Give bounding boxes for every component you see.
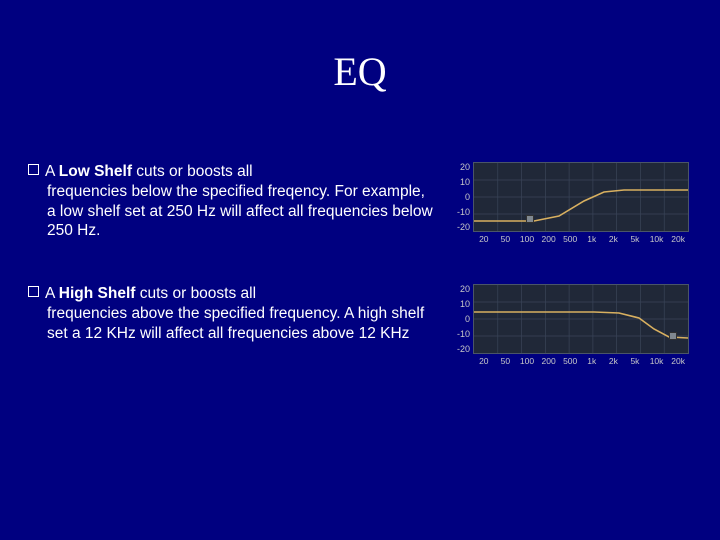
- x-axis: 20 50 100 200 500 1k 2k 5k 10k 20k: [473, 234, 689, 244]
- bullet-box-icon: [28, 286, 39, 297]
- x-tick: 50: [495, 356, 517, 366]
- x-tick: 100: [516, 356, 538, 366]
- y-tick: -20: [452, 344, 470, 354]
- page-title: EQ: [0, 48, 720, 95]
- bullet-rest-first: cuts or boosts all: [132, 163, 253, 180]
- bullet-lead: A: [45, 285, 59, 302]
- x-tick: 20k: [667, 356, 689, 366]
- x-tick: 5k: [624, 356, 646, 366]
- x-tick: 500: [559, 356, 581, 366]
- y-axis: 20 10 0 -10 -20: [452, 162, 473, 232]
- bullet-rest-first: cuts or boosts all: [135, 285, 256, 302]
- bullet-row: A Low Shelf cuts or boosts all frequenci…: [28, 162, 692, 244]
- x-tick: 1k: [581, 234, 603, 244]
- x-tick: 20: [473, 234, 495, 244]
- body-area: A Low Shelf cuts or boosts all frequenci…: [28, 162, 692, 406]
- bullet-bold: High Shelf: [59, 285, 136, 302]
- bullet-box-icon: [28, 164, 39, 175]
- y-tick: -10: [452, 329, 470, 339]
- eq-handle-icon[interactable]: [526, 215, 534, 223]
- plot-svg: [474, 285, 688, 353]
- x-tick: 50: [495, 234, 517, 244]
- bullet-row: A High Shelf cuts or boosts all frequenc…: [28, 284, 692, 366]
- x-tick: 1k: [581, 356, 603, 366]
- bullet-bold: Low Shelf: [59, 163, 132, 180]
- x-tick: 200: [538, 356, 560, 366]
- x-tick: 10k: [646, 356, 668, 366]
- y-tick: 20: [452, 162, 470, 172]
- chart-high-shelf: 20 10 0 -10 -20 20 50 100 200: [452, 284, 692, 366]
- bullet-text: A High Shelf cuts or boosts all frequenc…: [28, 284, 434, 343]
- y-tick: 20: [452, 284, 470, 294]
- x-axis: 20 50 100 200 500 1k 2k 5k 10k 20k: [473, 356, 689, 366]
- y-tick: -10: [452, 207, 470, 217]
- slide: EQ A Low Shelf cuts or boosts all freque…: [0, 0, 720, 540]
- y-tick: 0: [452, 314, 470, 324]
- y-axis: 20 10 0 -10 -20: [452, 284, 473, 354]
- x-tick: 2k: [603, 234, 625, 244]
- y-tick: 10: [452, 177, 470, 187]
- x-tick: 20: [473, 356, 495, 366]
- x-tick: 100: [516, 234, 538, 244]
- x-tick: 10k: [646, 234, 668, 244]
- plot-area: [473, 284, 689, 354]
- x-tick: 200: [538, 234, 560, 244]
- x-tick: 20k: [667, 234, 689, 244]
- bullet-lead: A: [45, 163, 59, 180]
- x-tick: 5k: [624, 234, 646, 244]
- eq-handle-icon[interactable]: [669, 332, 677, 340]
- bullet-text: A Low Shelf cuts or boosts all frequenci…: [28, 162, 434, 241]
- x-tick: 2k: [603, 356, 625, 366]
- bullet-rest: frequencies above the specified frequenc…: [28, 304, 434, 344]
- x-tick: 500: [559, 234, 581, 244]
- y-tick: 0: [452, 192, 470, 202]
- chart-low-shelf: 20 10 0 -10 -20 20 50 100 200: [452, 162, 692, 244]
- y-tick: -20: [452, 222, 470, 232]
- plot-area: [473, 162, 689, 232]
- bullet-rest: frequencies below the specified freqency…: [28, 182, 434, 241]
- plot-svg: [474, 163, 688, 231]
- y-tick: 10: [452, 299, 470, 309]
